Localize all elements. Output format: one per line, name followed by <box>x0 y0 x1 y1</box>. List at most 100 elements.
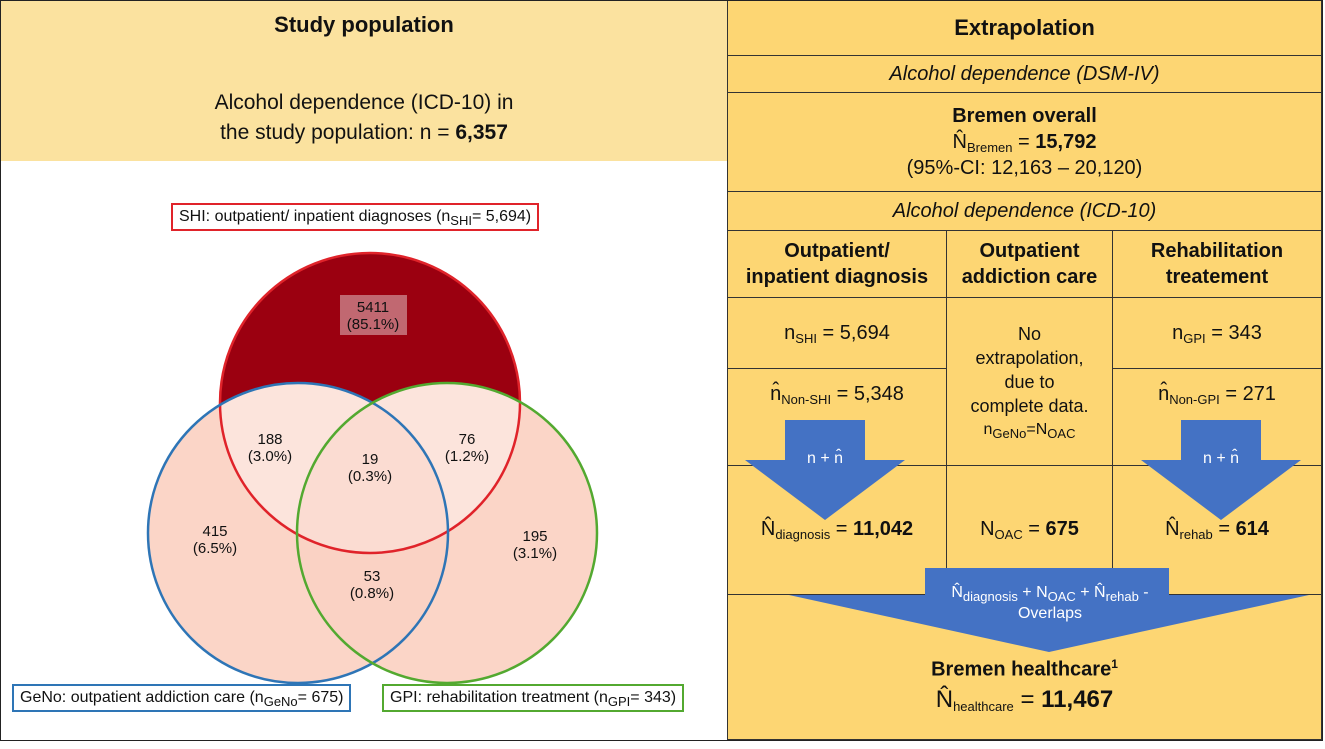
no-extrap-line3: due to <box>1004 371 1055 392</box>
arrow-rehab-label: n + n̂ <box>1202 450 1240 467</box>
geno-set-label: GeNo: outpatient addiction care (nGeNo= … <box>12 684 352 712</box>
n-bremen: N̂Bremen = 15,792 <box>952 131 1097 155</box>
geno-eq-left: GeNo <box>992 425 1027 441</box>
study-population-n-value: 6,357 <box>455 121 508 144</box>
healthcare-title-text: Bremen healthcare <box>931 659 1112 681</box>
shi-label-text: SHI: outpatient/ inpatient diagnoses (n <box>179 208 451 225</box>
study-population-title: Study population <box>274 12 454 37</box>
shi-label-suffix: = 5,694) <box>471 208 532 225</box>
region-percent: (85.1%) <box>346 316 400 333</box>
geno-eq-oac: nGeNo=NOAC <box>983 420 1076 441</box>
region-count: 5411 <box>356 299 390 316</box>
n-gpi-value: = 343 <box>1211 322 1262 344</box>
extrapolation-title: Extrapolation <box>727 1 1322 56</box>
diag-value: 11,042 <box>853 518 914 540</box>
region-count: 415 <box>202 523 228 540</box>
n-bremen-sub: Bremen <box>966 140 1013 155</box>
region-percent: (3.0%) <box>247 448 293 465</box>
gpi-label-sub: GPI <box>607 694 631 709</box>
sum-label-overlaps: Overlaps <box>1017 605 1083 622</box>
col-header-diagnosis: Outpatient/inpatient diagnosis <box>727 230 947 298</box>
n-shi-cell: nSHI = 5,694 <box>727 297 947 369</box>
gpi-circle-outline <box>295 381 599 685</box>
extrapolation-title-text: Extrapolation <box>954 15 1095 40</box>
dsm-label: Alcohol dependence (DSM-IV) <box>727 55 1322 93</box>
bremen-overall-title: Bremen overall <box>952 105 1097 127</box>
healthcare-footnote-mark: 1 <box>1111 657 1118 672</box>
bremen-overall-cell: Bremen overall N̂Bremen = 15,792 (95%-CI… <box>727 92 1322 192</box>
gpi-label-suffix: = 343) <box>630 689 677 706</box>
arrow-sum-label: N̂diagnosis + NOAC + N̂rehab - Overlaps <box>925 582 1175 624</box>
shi-label-sub: SHI <box>450 213 472 228</box>
healthcare-sub: healthcare <box>953 699 1014 714</box>
n-nonshi-value: = 5,348 <box>836 383 904 405</box>
oac-value: 675 <box>1045 518 1079 540</box>
diag-sub: diagnosis <box>775 527 831 542</box>
col2-header-line1: Outpatient <box>979 240 1080 262</box>
region-count: 19 <box>361 451 379 468</box>
study-population-line2: the study population: n = 6,357 <box>1 118 727 148</box>
region-percent: (3.1%) <box>512 545 558 562</box>
col-header-rehab: Rehabilitation treatement <box>1112 230 1322 298</box>
col3-header-line1: Rehabilitation <box>1150 240 1284 262</box>
dsm-label-text: Alcohol dependence (DSM-IV) <box>889 63 1160 85</box>
no-extrap-line1: No <box>1017 323 1041 344</box>
region-percent: (0.3%) <box>347 468 393 485</box>
geno-label-suffix: = 675) <box>297 689 344 706</box>
arrow-diagnosis <box>745 420 905 520</box>
region-all-three: 19 (0.3%) <box>348 451 392 485</box>
sum-part-diagnosis: diagnosis <box>962 589 1018 604</box>
n-shi-value: = 5,694 <box>822 322 890 344</box>
icd-label-text: Alcohol dependence (ICD-10) <box>892 200 1157 222</box>
geno-eq-right: OAC <box>1047 425 1076 441</box>
venn-diagram <box>146 251 599 685</box>
region-gpi-only: 195 (3.1%) <box>513 528 557 562</box>
n-healthcare: N̂healthcare = 11,467 <box>935 686 1114 714</box>
n-nongpi-value: = 271 <box>1225 383 1276 405</box>
rehab-sub: rehab <box>1179 527 1213 542</box>
study-population-header <box>1 1 727 161</box>
region-percent: (1.2%) <box>444 448 490 465</box>
region-percent: (6.5%) <box>192 540 238 557</box>
rehab-value: 614 <box>1235 518 1269 540</box>
region-count: 76 <box>458 431 476 448</box>
n-gpi-cell: nGPI = 343 <box>1112 297 1322 369</box>
no-extrapolation-cell: No extrapolation, due to complete data. … <box>946 297 1113 466</box>
n-nongpi-sub: Non-GPI <box>1169 392 1220 407</box>
study-population-n-label: the study population: n = <box>220 121 456 144</box>
healthcare-title: Bremen healthcare1 <box>931 651 1118 683</box>
shi-only-label-box <box>340 295 407 335</box>
rehab-total-cell: N̂rehab = 614 <box>1112 465 1322 595</box>
region-shi-gpi: 76 (1.2%) <box>445 431 489 465</box>
study-population-description: Alcohol dependence (ICD-10) in the study… <box>1 88 727 148</box>
sum-part-oac: OAC <box>1047 589 1076 604</box>
arrow-diagnosis-label: n + n̂ <box>806 450 844 467</box>
n-nonshi-sub: Non-SHI <box>781 392 832 407</box>
gpi-label-text: GPI: rehabilitation treatment (n <box>390 689 608 706</box>
n-gpi-sub: GPI <box>1183 331 1206 346</box>
study-population-line1: Alcohol dependence (ICD-10) in <box>214 91 514 114</box>
region-geno-gpi: 53 (0.8%) <box>350 568 394 602</box>
col1-header-line2: inpatient diagnosis <box>745 266 929 288</box>
icd-label: Alcohol dependence (ICD-10) <box>727 191 1322 231</box>
col-header-oac: Outpatient addiction care <box>946 230 1113 298</box>
healthcare-value: 11,467 <box>1041 686 1114 713</box>
geno-label-text: GeNo: outpatient addiction care (n <box>20 689 264 706</box>
shi-set-label: SHI: outpatient/ inpatient diagnoses (nS… <box>171 203 540 231</box>
region-shi-geno: 188 (3.0%) <box>248 431 292 465</box>
sum-part-rehab: rehab <box>1105 589 1139 604</box>
region-shi-only: 5411 (85.1%) <box>347 299 400 333</box>
n-shi-sub: SHI <box>795 331 817 346</box>
col2-header-line2: addiction care <box>961 266 1098 288</box>
region-geno-only: 415 (6.5%) <box>193 523 237 557</box>
region-percent: (0.8%) <box>349 585 395 602</box>
geno-label-sub: GeNo <box>263 694 298 709</box>
gpi-set-label: GPI: rehabilitation treatment (nGPI= 343… <box>382 684 685 712</box>
arrows-layer <box>745 420 1309 652</box>
col3-header-line2: treatement <box>1165 266 1269 288</box>
region-count: 53 <box>363 568 381 585</box>
oac-sub: OAC <box>994 527 1023 542</box>
region-count: 195 <box>522 528 548 545</box>
geno-circle-outline <box>146 381 450 685</box>
